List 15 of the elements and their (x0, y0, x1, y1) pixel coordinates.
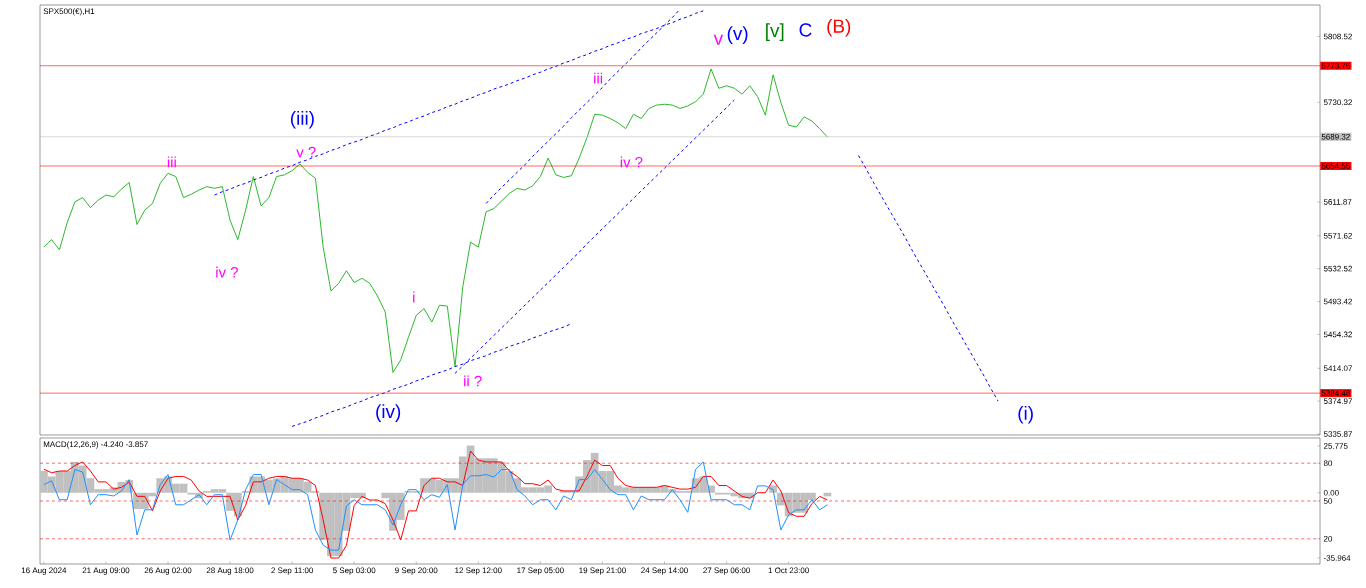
annotation: i (413, 291, 415, 303)
annotation: (iii) (290, 110, 314, 129)
annotation: (B) (827, 18, 851, 37)
annotation: (iv) (376, 404, 401, 422)
annotation: v ? (296, 146, 316, 158)
annotation: ii ? (464, 375, 482, 387)
annotation: v (713, 34, 724, 45)
annotation: (v) (727, 26, 748, 44)
annotation: C (799, 23, 812, 37)
annotation: iv ? (216, 266, 238, 278)
annotation: iv ? (620, 156, 643, 168)
annotation: (i) (1018, 405, 1033, 424)
annotation: [v] (766, 23, 784, 41)
annotation: iii (167, 156, 176, 168)
annotation: iii (594, 72, 603, 84)
